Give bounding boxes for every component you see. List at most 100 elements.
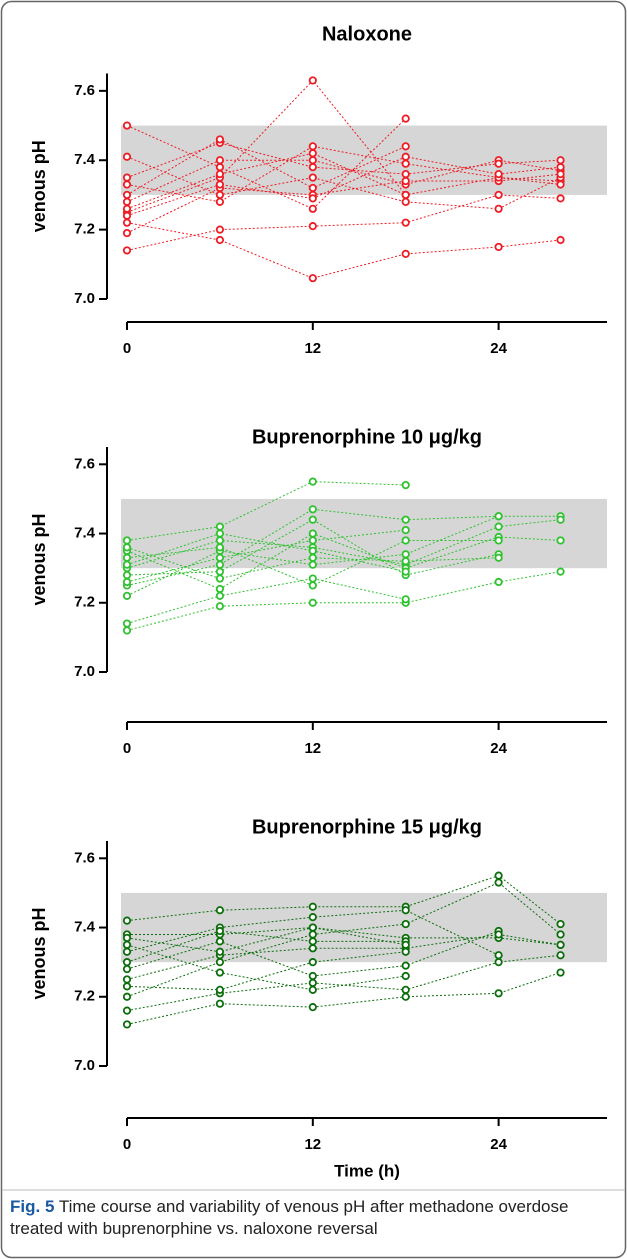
data-point bbox=[308, 194, 317, 203]
data-point bbox=[308, 76, 317, 85]
panel-title: Buprenorphine 15 μg/kg bbox=[252, 816, 482, 838]
data-point bbox=[215, 522, 225, 531]
data-point bbox=[122, 246, 132, 255]
data-point bbox=[122, 1020, 132, 1029]
data-point bbox=[556, 180, 565, 189]
reference-band bbox=[121, 892, 607, 963]
data-point bbox=[308, 553, 317, 562]
data-point bbox=[215, 985, 225, 994]
data-point bbox=[308, 574, 317, 583]
subject-line bbox=[126, 145, 561, 203]
data-point bbox=[308, 156, 317, 165]
data-point bbox=[401, 197, 410, 206]
data-point bbox=[494, 871, 503, 880]
data-point bbox=[122, 975, 132, 984]
data-point bbox=[308, 581, 317, 590]
data-point bbox=[401, 515, 410, 524]
data-point bbox=[494, 878, 503, 887]
x-tick-label: 24 bbox=[490, 740, 507, 757]
data-point bbox=[556, 951, 565, 960]
data-point bbox=[215, 156, 225, 165]
y-tick-label: 7.4 bbox=[74, 919, 96, 936]
y-tick-label: 7.0 bbox=[74, 663, 95, 680]
data-point bbox=[215, 553, 225, 562]
data-point bbox=[122, 964, 132, 974]
data-point bbox=[122, 536, 132, 545]
data-point bbox=[556, 515, 565, 524]
data-point bbox=[494, 951, 503, 960]
data-point bbox=[122, 560, 132, 569]
data-point bbox=[308, 958, 317, 967]
data-point bbox=[122, 228, 132, 238]
subject-line bbox=[126, 972, 561, 1025]
x-tick-label: 0 bbox=[123, 740, 131, 757]
data-point bbox=[494, 958, 503, 967]
data-point bbox=[215, 180, 225, 189]
data-point bbox=[215, 574, 225, 583]
subject-line bbox=[126, 881, 561, 998]
data-point bbox=[401, 480, 410, 490]
data-point bbox=[215, 947, 225, 956]
data-point bbox=[401, 971, 410, 981]
subject-line bbox=[126, 951, 406, 991]
data-point bbox=[122, 211, 132, 220]
data-point bbox=[308, 560, 317, 569]
data-point bbox=[401, 536, 410, 545]
data-point bbox=[401, 919, 410, 929]
x-tick-label: 0 bbox=[123, 1136, 131, 1153]
data-point bbox=[308, 505, 317, 514]
data-point bbox=[556, 940, 565, 949]
y-tick-label: 7.0 bbox=[74, 1057, 95, 1074]
data-point bbox=[122, 933, 132, 943]
data-point bbox=[401, 114, 410, 123]
subject-line bbox=[127, 927, 561, 946]
y-tick-label: 7.0 bbox=[74, 290, 95, 307]
data-point bbox=[308, 937, 317, 946]
x-tick-label: 24 bbox=[490, 340, 507, 357]
data-point bbox=[401, 906, 410, 915]
subject-line bbox=[126, 156, 561, 217]
subject-line bbox=[126, 927, 406, 953]
subject-line bbox=[126, 79, 561, 213]
data-point bbox=[308, 923, 317, 932]
data-point bbox=[308, 477, 317, 486]
data-point bbox=[494, 512, 503, 521]
data-point bbox=[308, 163, 317, 172]
data-point bbox=[215, 536, 225, 545]
data-point bbox=[308, 183, 317, 193]
reference-band bbox=[121, 498, 607, 569]
data-point bbox=[122, 626, 132, 635]
data-point bbox=[215, 567, 225, 576]
subject-line bbox=[126, 194, 561, 251]
data-point bbox=[494, 242, 503, 252]
data-point bbox=[122, 197, 132, 206]
subject-line bbox=[126, 571, 561, 631]
caption-label: Fig. 5 bbox=[10, 1197, 55, 1216]
data-point bbox=[308, 274, 317, 283]
data-point bbox=[401, 218, 410, 227]
subject-line bbox=[126, 533, 406, 573]
data-point bbox=[494, 159, 503, 168]
x-tick-label: 12 bbox=[304, 340, 321, 357]
data-point bbox=[494, 577, 503, 587]
x-tick-label: 12 bbox=[304, 1136, 321, 1153]
data-point bbox=[308, 173, 317, 182]
data-point bbox=[308, 546, 317, 555]
data-point bbox=[122, 619, 132, 628]
data-point bbox=[308, 978, 317, 988]
data-point bbox=[308, 515, 317, 524]
data-point bbox=[215, 235, 225, 245]
data-point bbox=[215, 163, 225, 172]
data-point bbox=[122, 218, 132, 227]
data-point bbox=[401, 567, 410, 576]
data-point bbox=[556, 163, 565, 172]
subject-line bbox=[126, 933, 561, 980]
subject-line bbox=[126, 519, 499, 576]
data-point bbox=[556, 919, 565, 929]
data-point bbox=[556, 567, 565, 576]
subject-line bbox=[126, 508, 561, 586]
data-point bbox=[308, 902, 317, 911]
y-tick-label: 7.4 bbox=[74, 151, 96, 168]
data-point bbox=[494, 989, 503, 998]
